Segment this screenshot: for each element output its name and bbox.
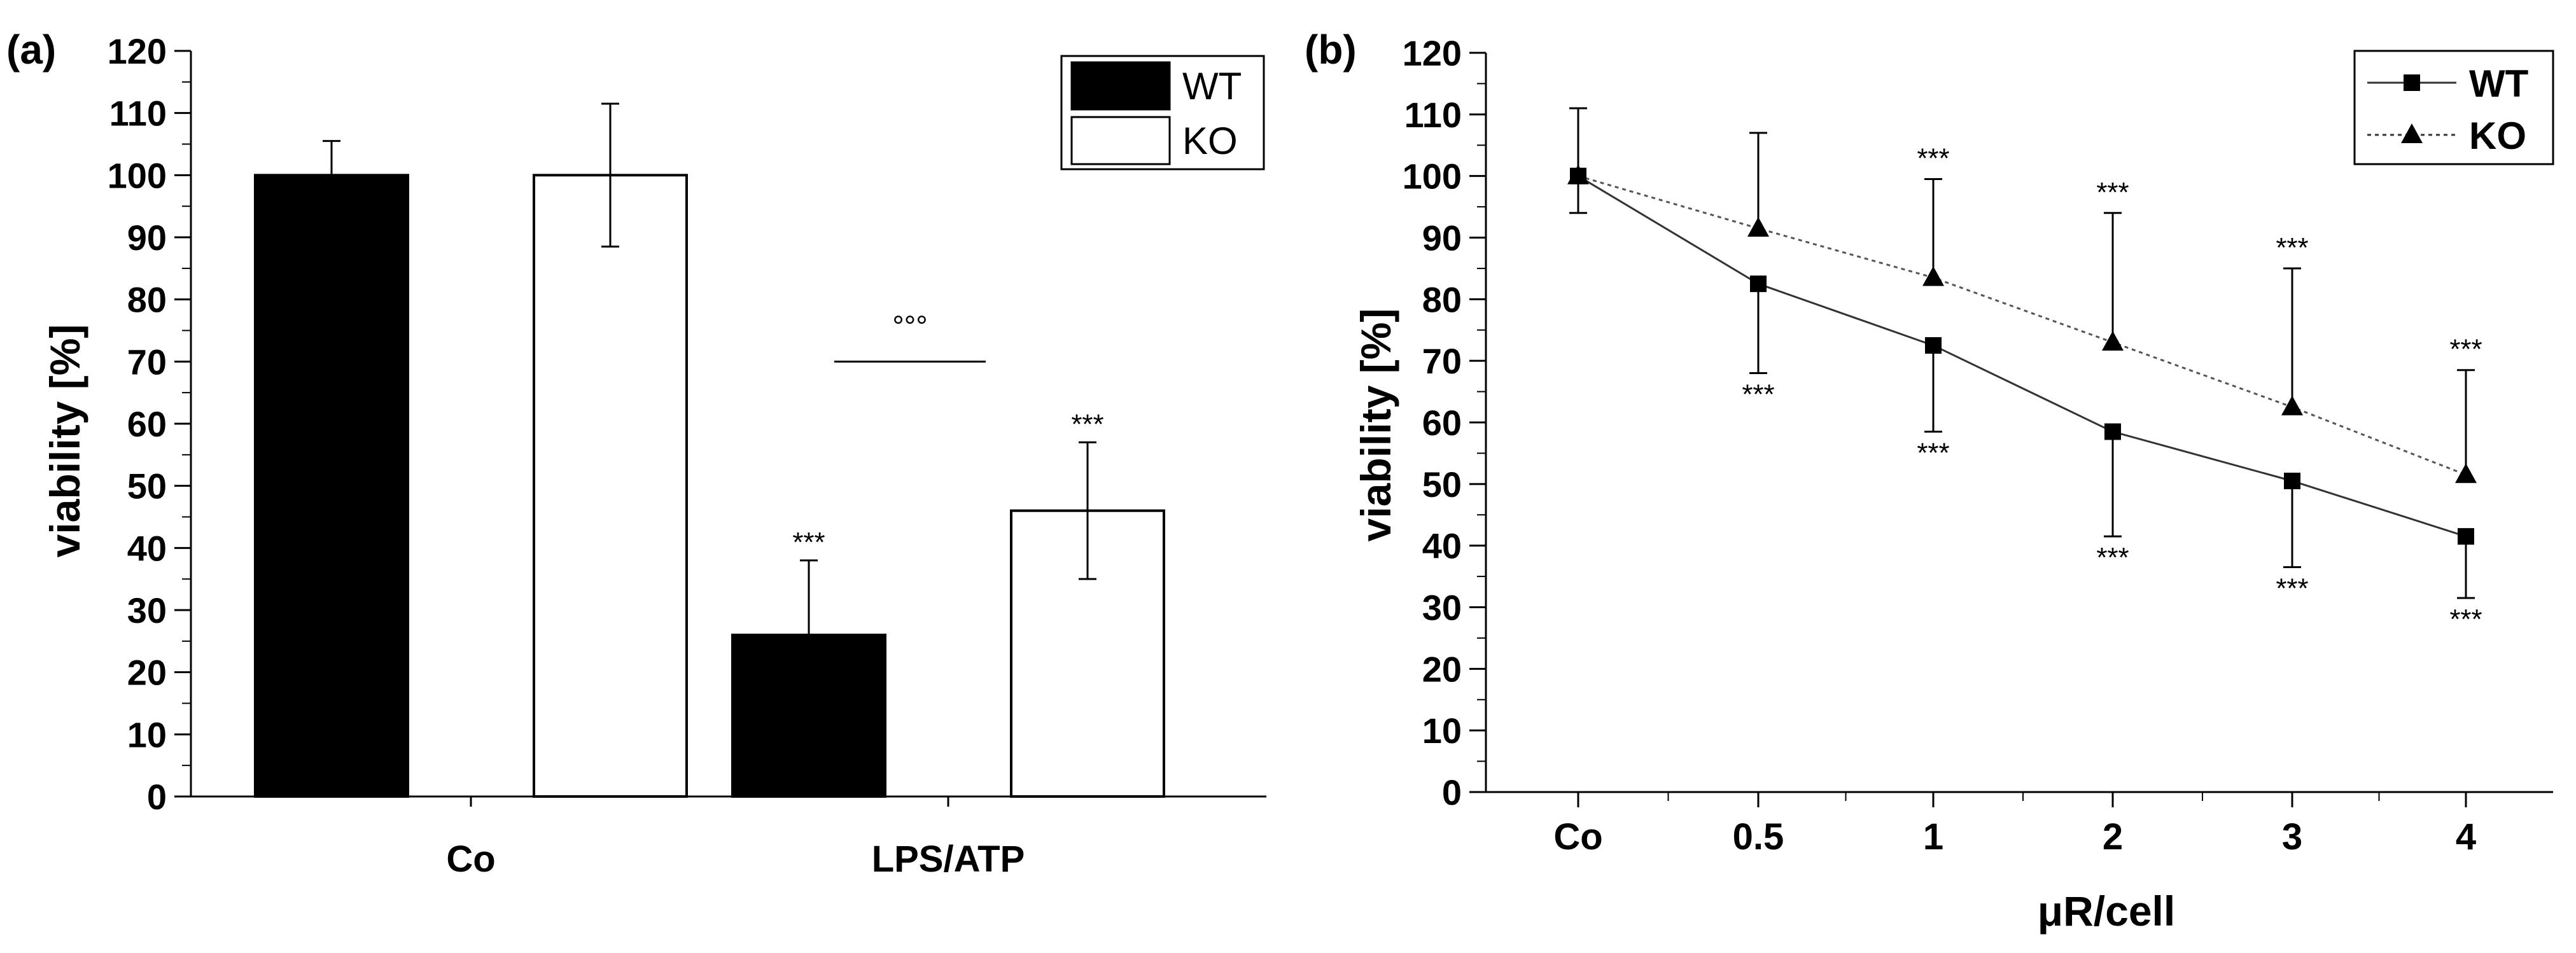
significance-stars: *** xyxy=(2096,177,2129,208)
panel-b-ytick-label: 10 xyxy=(1422,711,1462,751)
significance-stars: *** xyxy=(2449,334,2482,365)
panel-a-ylabel: viability [%] xyxy=(41,324,88,558)
panel-b-xtick-label: 4 xyxy=(2456,816,2476,858)
panel-a-category-label: Co xyxy=(446,838,495,880)
bar-wt-co xyxy=(254,174,409,798)
bar-wt-lps-atp xyxy=(731,634,886,798)
panel-b-ytick-label: 110 xyxy=(1404,95,1462,135)
data-point-wt xyxy=(1570,167,1586,184)
data-point-ko xyxy=(1747,216,1769,237)
panel-a-label: (a) xyxy=(6,27,56,73)
series-line-ko xyxy=(1578,175,2467,476)
legend-label-ko: KO xyxy=(2469,115,2526,157)
panel-b-legend-box xyxy=(2353,50,2554,165)
panel-a-ytick-label: 110 xyxy=(109,94,167,134)
panel-b-ytick-label: 90 xyxy=(1422,218,1462,258)
panel-a-ytick-label: 50 xyxy=(127,466,167,506)
significance-stars: *** xyxy=(1071,408,1103,440)
significance-stars: *** xyxy=(792,527,825,558)
data-point-wt xyxy=(2458,528,2474,545)
panel-b-ytick-label: 0 xyxy=(1442,772,1462,812)
legend-swatch-ko xyxy=(1070,116,1171,165)
panel-b-ytick-label: 30 xyxy=(1422,588,1462,628)
legend-marker-ko xyxy=(2401,123,2423,143)
panel-b-ytick-label: 40 xyxy=(1422,526,1462,566)
panel-a-ytick-label: 120 xyxy=(108,31,167,71)
panel-b-xtick-label: 1 xyxy=(1923,816,1943,858)
significance-stars: *** xyxy=(2276,573,2308,604)
panel-b-ytick-label: 20 xyxy=(1422,649,1462,689)
panel-a-ytick-label: 60 xyxy=(127,404,167,444)
panel-b-ytick-label: 120 xyxy=(1403,33,1462,73)
series-line-wt xyxy=(1578,175,2467,538)
panel-a-ytick-label: 30 xyxy=(127,590,167,630)
panel-a-ytick-label: 40 xyxy=(127,528,167,568)
data-point-ko xyxy=(2455,463,2477,483)
significance-stars: *** xyxy=(2276,232,2308,263)
panel-b-ytick-label: 70 xyxy=(1422,341,1462,381)
significance-stars: *** xyxy=(2096,542,2129,573)
panel-a-ytick-label: 90 xyxy=(127,218,167,258)
bar-ko-co xyxy=(533,174,688,798)
data-point-wt xyxy=(2284,472,2300,489)
panel-a-ytick-label: 80 xyxy=(127,280,167,320)
data-point-ko xyxy=(2102,331,2124,351)
panel-a-ytick-label: 70 xyxy=(127,342,167,382)
panel-b-label: (b) xyxy=(1305,27,1357,73)
panel-b-ytick-label: 50 xyxy=(1422,464,1462,504)
legend-marker-wt xyxy=(2404,74,2420,91)
panel-a-ytick-label: 20 xyxy=(127,653,167,693)
data-point-ko xyxy=(1922,266,1944,286)
panel-b-xtick-label: 2 xyxy=(2103,816,2123,858)
panel-b-plot: 0 10 20 30 40 50 60 70 80 90 100 110 120 Co 0.5 1 2 3 4 ***… xyxy=(1403,33,2554,858)
data-point-ko xyxy=(2281,395,2303,415)
significance-stars: *** xyxy=(1917,143,1949,174)
significance-stars: *** xyxy=(2449,604,2482,635)
panel-b-ylabel: viability [%] xyxy=(1352,309,1399,542)
panel-b-xtick-label: 3 xyxy=(2282,816,2302,858)
legend-label-ko: KO xyxy=(1182,120,1238,162)
panel-b-ytick-label: 60 xyxy=(1422,403,1462,443)
data-point-wt xyxy=(1925,337,1942,354)
panel-b-xtick-label: Co xyxy=(1553,816,1602,858)
panel-a-ytick-label: 0 xyxy=(147,777,167,817)
legend-label-wt: WT xyxy=(2469,62,2528,105)
panel-a-ytick-label: 10 xyxy=(127,714,167,755)
legend-label-wt: WT xyxy=(1182,65,1242,108)
significance-stars: *** xyxy=(1742,379,1774,410)
panel-a-plot: 0 10 20 30 40 50 60 70 80 90 100 110 120 Co LPS/ATP ***… xyxy=(108,31,1266,880)
significance-stars: *** xyxy=(1917,438,1949,469)
panel-b-xlabel: μR/cell xyxy=(2038,887,2175,935)
panel-b-ytick-label: 100 xyxy=(1403,157,1462,197)
panel-a-ytick-label: 100 xyxy=(108,155,167,195)
panel-b-xtick-label: 0.5 xyxy=(1733,816,1784,858)
significance-circles: °°° xyxy=(892,309,927,342)
data-point-wt xyxy=(2104,423,2121,440)
legend-swatch-wt xyxy=(1070,61,1171,111)
panel-a-category-label: LPS/ATP xyxy=(872,838,1025,880)
panel-b-ytick-label: 80 xyxy=(1422,279,1462,319)
data-point-wt xyxy=(1750,275,1767,293)
